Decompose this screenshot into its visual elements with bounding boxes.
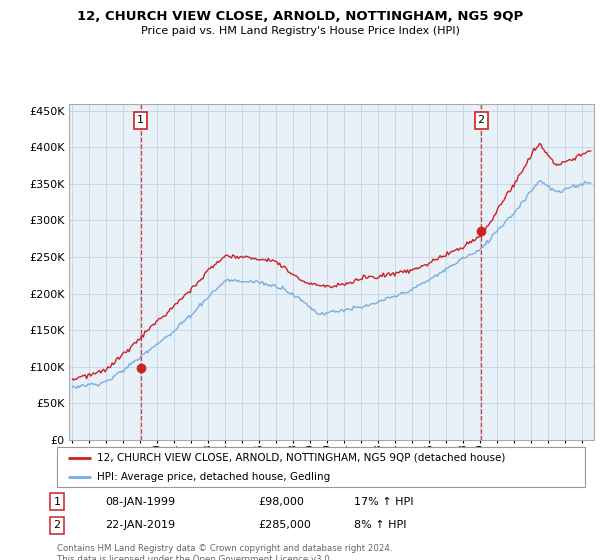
Text: Contains HM Land Registry data © Crown copyright and database right 2024.
This d: Contains HM Land Registry data © Crown c… [57, 544, 392, 560]
Text: £98,000: £98,000 [258, 497, 304, 507]
Text: 1: 1 [53, 497, 61, 507]
Text: Price paid vs. HM Land Registry's House Price Index (HPI): Price paid vs. HM Land Registry's House … [140, 26, 460, 36]
Text: 17% ↑ HPI: 17% ↑ HPI [354, 497, 413, 507]
Text: £285,000: £285,000 [258, 520, 311, 530]
Text: 1: 1 [137, 115, 144, 125]
Text: HPI: Average price, detached house, Gedling: HPI: Average price, detached house, Gedl… [97, 472, 330, 482]
Text: 2: 2 [53, 520, 61, 530]
Text: 22-JAN-2019: 22-JAN-2019 [105, 520, 175, 530]
Text: 08-JAN-1999: 08-JAN-1999 [105, 497, 175, 507]
Text: 8% ↑ HPI: 8% ↑ HPI [354, 520, 407, 530]
Text: 12, CHURCH VIEW CLOSE, ARNOLD, NOTTINGHAM, NG5 9QP: 12, CHURCH VIEW CLOSE, ARNOLD, NOTTINGHA… [77, 10, 523, 23]
Text: 2: 2 [478, 115, 485, 125]
FancyBboxPatch shape [57, 447, 585, 487]
Text: 12, CHURCH VIEW CLOSE, ARNOLD, NOTTINGHAM, NG5 9QP (detached house): 12, CHURCH VIEW CLOSE, ARNOLD, NOTTINGHA… [97, 453, 505, 463]
